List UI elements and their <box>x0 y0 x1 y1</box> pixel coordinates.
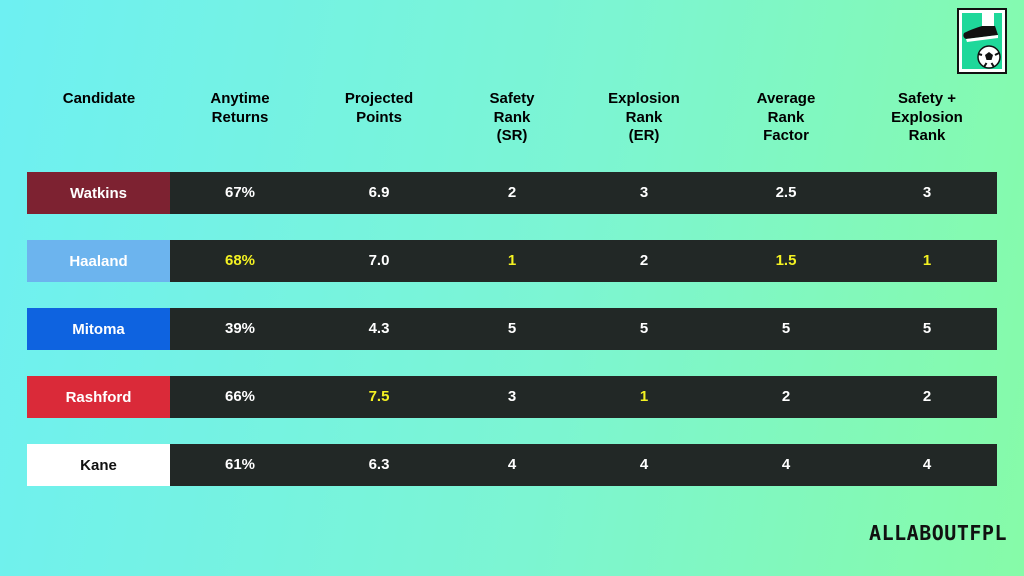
column-header-line: Rank <box>767 108 805 126</box>
cell-anytime-returns: 39% <box>224 320 256 337</box>
cell-safety-rank: 2 <box>507 184 517 201</box>
column-header-line: (SR) <box>496 127 528 144</box>
column-header-line: Rank <box>493 108 531 126</box>
cell-safety-rank: 1 <box>507 252 517 269</box>
brand-wordmark: ALLABOUTFPL <box>869 521 1007 545</box>
column-header-line: Safety + <box>898 90 956 107</box>
column-header-line: Factor <box>763 127 809 144</box>
table-row: Watkins 67% 6.9 2 3 2.5 3 <box>27 172 997 214</box>
column-header-line: Explosion <box>891 108 963 126</box>
column-header-candidate: Candidate <box>39 90 159 109</box>
cell-safety-explosion-rank: 2 <box>922 388 932 405</box>
cell-anytime-returns: 68% <box>224 252 256 269</box>
cell-explosion-rank: 5 <box>639 320 649 337</box>
cell-explosion-rank: 1 <box>639 388 649 405</box>
column-header-line: Rank <box>908 127 946 144</box>
row-data-background <box>170 172 997 214</box>
column-header-line: Average <box>756 90 816 107</box>
cell-average-rank-factor: 2.5 <box>775 184 797 201</box>
column-header-projected-points: Projected Points <box>319 90 439 127</box>
candidate-name-cell: Kane <box>27 444 170 486</box>
column-header-safety-rank: Safety Rank (SR) <box>452 90 572 146</box>
column-header-line: Explosion <box>608 90 680 107</box>
column-header-line: Points <box>356 108 402 126</box>
cell-anytime-returns: 61% <box>224 456 256 473</box>
boot-and-ball-logo-icon <box>957 8 1007 74</box>
cell-safety-explosion-rank: 5 <box>922 320 932 337</box>
table-row: Mitoma 39% 4.3 5 5 5 5 <box>27 308 997 350</box>
cell-projected-points: 6.9 <box>368 184 390 201</box>
candidate-name-cell: Rashford <box>27 376 170 418</box>
column-header-anytime-returns: Anytime Returns <box>180 90 300 127</box>
column-header-line: Rank <box>625 108 663 126</box>
cell-safety-explosion-rank: 1 <box>922 252 932 269</box>
table-row: Haaland 68% 7.0 1 2 1.5 1 <box>27 240 997 282</box>
column-header-safety-explosion-rank: Safety + Explosion Rank <box>867 90 987 146</box>
cell-explosion-rank: 2 <box>639 252 649 269</box>
cell-projected-points: 4.3 <box>368 320 390 337</box>
cell-average-rank-factor: 1.5 <box>775 252 797 269</box>
table-row: Rashford 66% 7.5 3 1 2 2 <box>27 376 997 418</box>
cell-projected-points: 6.3 <box>368 456 390 473</box>
candidate-name-cell: Mitoma <box>27 308 170 350</box>
table-row: Kane 61% 6.3 4 4 4 4 <box>27 444 997 486</box>
row-data-background <box>170 240 997 282</box>
candidate-name-cell: Watkins <box>27 172 170 214</box>
column-header-average-rank-factor: Average Rank Factor <box>726 90 846 146</box>
column-header-line: (ER) <box>628 127 660 144</box>
column-header-line: Projected <box>344 90 414 107</box>
table-header: Candidate Anytime Returns Projected Points Sa… <box>0 0 1024 160</box>
cell-average-rank-factor: 4 <box>781 456 791 473</box>
column-header-explosion-rank: Explosion Rank (ER) <box>584 90 704 146</box>
column-header-line: Safety <box>489 90 535 107</box>
column-header-line: Returns <box>211 108 269 126</box>
column-header-line: Candidate <box>62 90 136 107</box>
cell-safety-explosion-rank: 3 <box>922 184 932 201</box>
cell-projected-points: 7.0 <box>368 252 390 269</box>
cell-anytime-returns: 66% <box>224 388 256 405</box>
cell-safety-rank: 4 <box>507 456 517 473</box>
row-data-background <box>170 444 997 486</box>
cell-projected-points: 7.5 <box>368 388 390 405</box>
column-header-line: Anytime <box>210 90 270 107</box>
cell-anytime-returns: 67% <box>224 184 256 201</box>
cell-average-rank-factor: 2 <box>781 388 791 405</box>
candidate-name-cell: Haaland <box>27 240 170 282</box>
boot-ball-graphic <box>963 13 1001 69</box>
row-data-background <box>170 308 997 350</box>
cell-average-rank-factor: 5 <box>781 320 791 337</box>
row-data-background <box>170 376 997 418</box>
cell-explosion-rank: 3 <box>639 184 649 201</box>
cell-explosion-rank: 4 <box>639 456 649 473</box>
cell-safety-rank: 3 <box>507 388 517 405</box>
cell-safety-rank: 5 <box>507 320 517 337</box>
cell-safety-explosion-rank: 4 <box>922 456 932 473</box>
